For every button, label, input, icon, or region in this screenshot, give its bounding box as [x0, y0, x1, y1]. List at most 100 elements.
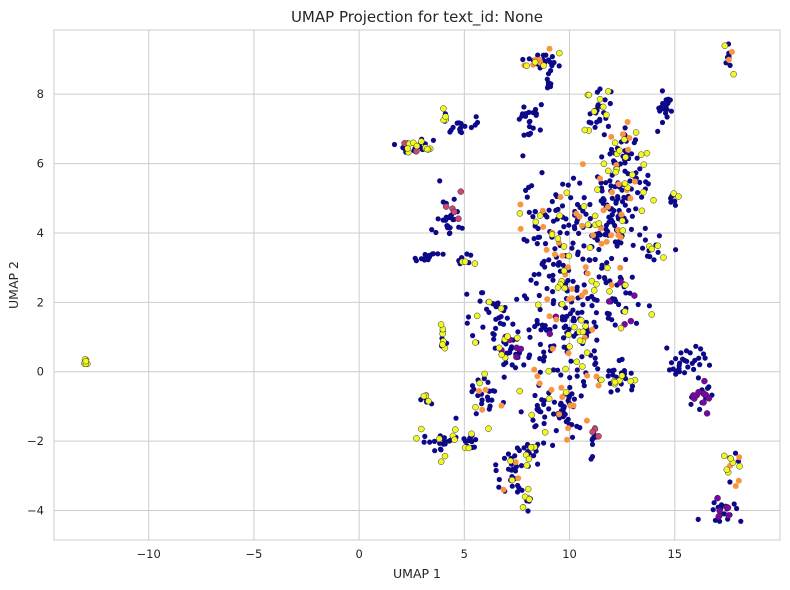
- data-point: [535, 52, 541, 58]
- data-point: [629, 171, 636, 179]
- data-point: [575, 310, 581, 316]
- data-point: [593, 373, 600, 380]
- data-point: [566, 222, 572, 228]
- data-point: [542, 241, 549, 247]
- data-point: [440, 251, 446, 257]
- data-point: [551, 251, 558, 258]
- data-point: [629, 213, 636, 219]
- data-point: [536, 271, 542, 277]
- data-point: [612, 322, 618, 328]
- data-point: [640, 161, 648, 168]
- data-point: [455, 215, 462, 223]
- data-point: [579, 222, 585, 229]
- data-point: [508, 476, 516, 484]
- data-point: [517, 201, 524, 208]
- data-point: [637, 179, 643, 185]
- data-point: [435, 251, 441, 257]
- data-point: [491, 332, 497, 338]
- data-point: [526, 56, 532, 62]
- x-tick-label: 5: [461, 547, 468, 561]
- data-point: [635, 301, 641, 308]
- data-point: [581, 195, 587, 201]
- data-point: [559, 314, 566, 320]
- data-point: [619, 356, 625, 362]
- data-point: [583, 417, 590, 424]
- data-point: [608, 282, 615, 288]
- data-point: [391, 141, 398, 148]
- data-point: [541, 354, 548, 360]
- data-point: [519, 111, 526, 117]
- data-point: [586, 257, 592, 263]
- data-point: [441, 452, 449, 460]
- data-point: [664, 345, 670, 351]
- data-point: [591, 348, 597, 354]
- data-point: [437, 446, 444, 452]
- data-point: [612, 296, 618, 302]
- data-point: [685, 364, 691, 370]
- data-point: [560, 262, 566, 268]
- data-point: [565, 350, 572, 357]
- data-point: [579, 328, 587, 336]
- data-point: [541, 358, 547, 364]
- data-point: [716, 507, 723, 514]
- data-point: [625, 146, 632, 153]
- data-point: [714, 494, 721, 502]
- data-point: [579, 161, 586, 168]
- data-point: [581, 126, 589, 134]
- data-point: [480, 290, 486, 296]
- data-point: [589, 326, 596, 333]
- data-point: [561, 224, 567, 230]
- data-point: [446, 438, 452, 444]
- data-point: [424, 145, 431, 153]
- data-point: [562, 411, 568, 417]
- data-point: [670, 190, 678, 197]
- data-point: [471, 444, 477, 450]
- data-point: [427, 439, 433, 445]
- data-point: [673, 356, 679, 362]
- data-point: [560, 267, 568, 275]
- data-point: [546, 273, 552, 279]
- data-point: [592, 361, 598, 367]
- data-point: [618, 211, 625, 218]
- data-point: [473, 312, 481, 320]
- data-point: [561, 335, 567, 341]
- data-point: [532, 392, 538, 399]
- data-point: [588, 277, 596, 285]
- data-point: [542, 212, 548, 218]
- data-point: [648, 311, 656, 318]
- data-point: [689, 360, 695, 366]
- data-point: [584, 372, 591, 379]
- data-point: [420, 392, 428, 400]
- data-point: [615, 196, 621, 202]
- y-tick-label: 0: [37, 365, 44, 379]
- data-point: [442, 113, 449, 120]
- data-point: [540, 62, 547, 69]
- data-point: [566, 343, 573, 350]
- data-point: [619, 199, 626, 205]
- data-point: [700, 351, 707, 357]
- data-point: [453, 415, 459, 421]
- data-point: [622, 281, 629, 289]
- data-point: [569, 422, 575, 428]
- data-point: [597, 175, 603, 182]
- data-point: [676, 363, 682, 369]
- data-point: [650, 196, 657, 204]
- data-point: [609, 189, 615, 196]
- data-point: [569, 434, 576, 440]
- data-point: [422, 433, 428, 439]
- data-point: [509, 483, 515, 489]
- data-point: [484, 394, 491, 400]
- x-tick-label: 15: [667, 547, 682, 561]
- data-point: [501, 374, 507, 380]
- data-point: [659, 119, 666, 126]
- data-point: [628, 151, 635, 157]
- data-point: [512, 459, 519, 466]
- data-point: [498, 402, 505, 409]
- data-point: [734, 505, 740, 512]
- data-point: [578, 393, 584, 399]
- data-point: [583, 211, 589, 217]
- data-point: [585, 295, 591, 302]
- data-point: [521, 445, 527, 451]
- data-point: [538, 102, 544, 108]
- data-point: [642, 237, 649, 243]
